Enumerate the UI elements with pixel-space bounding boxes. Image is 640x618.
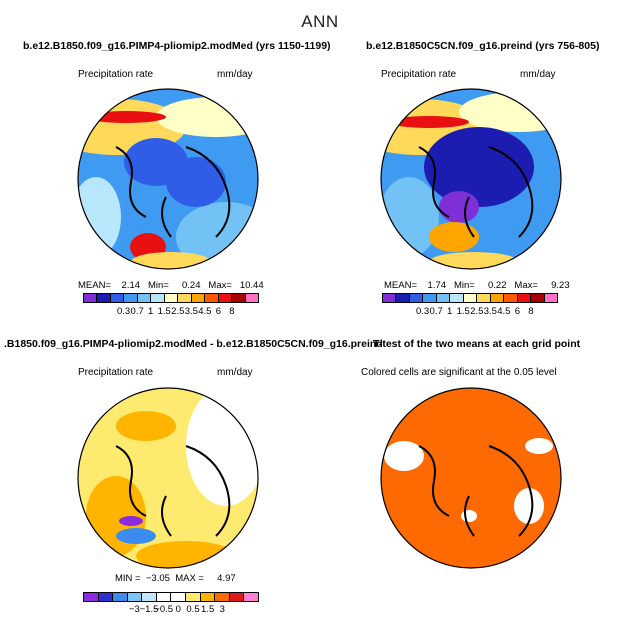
colorbar-cell [517, 294, 532, 302]
panel2-title: b.e12.B1850C5CN.f09_g16.preind (yrs 756-… [366, 40, 600, 52]
colorbar-cell [186, 593, 201, 601]
colorbar-cell [191, 294, 206, 302]
colorbar-cell [383, 294, 397, 302]
panel2-stats: MEAN= 1.74 Min= 0.22 Max= 9.23 [384, 280, 570, 291]
colorbar-label: −1.5 [139, 604, 159, 615]
panel2-map [380, 88, 562, 270]
colorbar-cell [113, 593, 128, 601]
panel3-units: mm/day [217, 367, 253, 378]
colorbar-label: 0.7 [429, 306, 443, 317]
panel4-subtitle: Colored cells are significant at the 0.0… [361, 367, 557, 378]
colorbar-cell [200, 593, 216, 601]
colorbar-cell [531, 294, 545, 302]
colorbar-label: −3 [128, 604, 140, 615]
colorbar-cell [171, 593, 187, 601]
colorbar-label: 0.3 [416, 306, 430, 317]
colorbar-cell [229, 593, 245, 601]
colorbar-cell [178, 294, 192, 302]
colorbar-label: 8 [528, 306, 534, 317]
colorbar-label: 0 [175, 604, 181, 615]
colorbar-cell [396, 294, 410, 302]
colorbar-cell [245, 294, 259, 302]
colorbar-cell [164, 294, 179, 302]
colorbar-cell [215, 593, 230, 601]
panel3-variable: Precipitation rate [78, 367, 154, 378]
colorbar-cell [205, 294, 219, 302]
colorbar-label: 4.5 [497, 306, 511, 317]
panel2-units: mm/day [520, 69, 556, 80]
panel3-stats: MIN = −3.05 MAX = 4.97 [115, 573, 236, 584]
colorbar-label: 3 [219, 604, 225, 615]
colorbar-label: 3.5 [483, 306, 497, 317]
panel3-colorbar-labels: −3 −1.5 −0.5 0 0.5 1.5 3 [83, 604, 259, 616]
panel2-colorbar-labels: 0.3 0.7 1 1.5 2.5 3.5 4.5 6 8 [382, 306, 558, 318]
colorbar-label: 2.5 [171, 306, 185, 317]
colorbar-label: 4.5 [198, 306, 212, 317]
figure-title: ANN [301, 12, 339, 31]
colorbar-cell [436, 294, 451, 302]
colorbar-cell [151, 294, 165, 302]
colorbar-cell [98, 593, 114, 601]
colorbar-label: 1.5 [157, 306, 171, 317]
panel1-map [77, 88, 259, 270]
colorbar-cell [97, 294, 111, 302]
colorbar-label: 3.5 [184, 306, 198, 317]
colorbar-label: 1.5 [201, 604, 215, 615]
colorbar-cell [544, 294, 558, 302]
panel1-variable: Precipitation rate [78, 69, 154, 80]
colorbar-label: 0.7 [130, 306, 144, 317]
colorbar-label: 6 [215, 306, 222, 317]
colorbar-label: 8 [229, 306, 235, 317]
colorbar-label: 6 [514, 306, 521, 317]
panel3-map [77, 387, 259, 569]
colorbar-label: 2.5 [470, 306, 484, 317]
panel1-colorbar [83, 293, 259, 303]
colorbar-label: 0.3 [117, 306, 131, 317]
colorbar-cell [110, 294, 125, 302]
colorbar-cell [218, 294, 233, 302]
colorbar-cell [156, 593, 172, 601]
panel2-variable: Precipitation rate [381, 69, 457, 80]
colorbar-cell [84, 593, 99, 601]
colorbar-label: 1.5 [456, 306, 470, 317]
panel1-title: b.e12.B1850.f09_g16.PIMP4-pliomip2.modMe… [23, 40, 331, 52]
panel3-title: .B1850.f09_g16.PIMP4-pliomip2.modMed - b… [4, 338, 383, 350]
colorbar-cell [137, 294, 152, 302]
colorbar-cell [463, 294, 478, 302]
panel4-map [380, 387, 562, 569]
colorbar-label: 0.5 [186, 604, 200, 615]
panel4-title: T-test of the two means at each grid poi… [373, 338, 581, 350]
colorbar-cell [423, 294, 437, 302]
panel1-units: mm/day [217, 69, 253, 80]
colorbar-cell [124, 294, 138, 302]
panel3-colorbar [83, 592, 259, 602]
panel2-colorbar [382, 293, 558, 303]
colorbar-label: −0.5 [154, 604, 174, 615]
panel1-colorbar-labels: 0.3 0.7 1 1.5 2.5 3.5 4.5 6 8 [83, 306, 259, 318]
colorbar-label: 1 [447, 306, 453, 317]
colorbar-cell [84, 294, 98, 302]
panel1-stats: MEAN= 2.14 Min= 0.24 Max= 10.44 [78, 280, 264, 291]
colorbar-cell [450, 294, 464, 302]
colorbar-cell [504, 294, 518, 302]
colorbar-cell [142, 593, 157, 601]
colorbar-cell [232, 294, 246, 302]
colorbar-cell [244, 593, 258, 601]
colorbar-cell [477, 294, 491, 302]
colorbar-cell [127, 593, 143, 601]
colorbar-cell [409, 294, 424, 302]
colorbar-cell [490, 294, 505, 302]
colorbar-label: 1 [148, 306, 154, 317]
